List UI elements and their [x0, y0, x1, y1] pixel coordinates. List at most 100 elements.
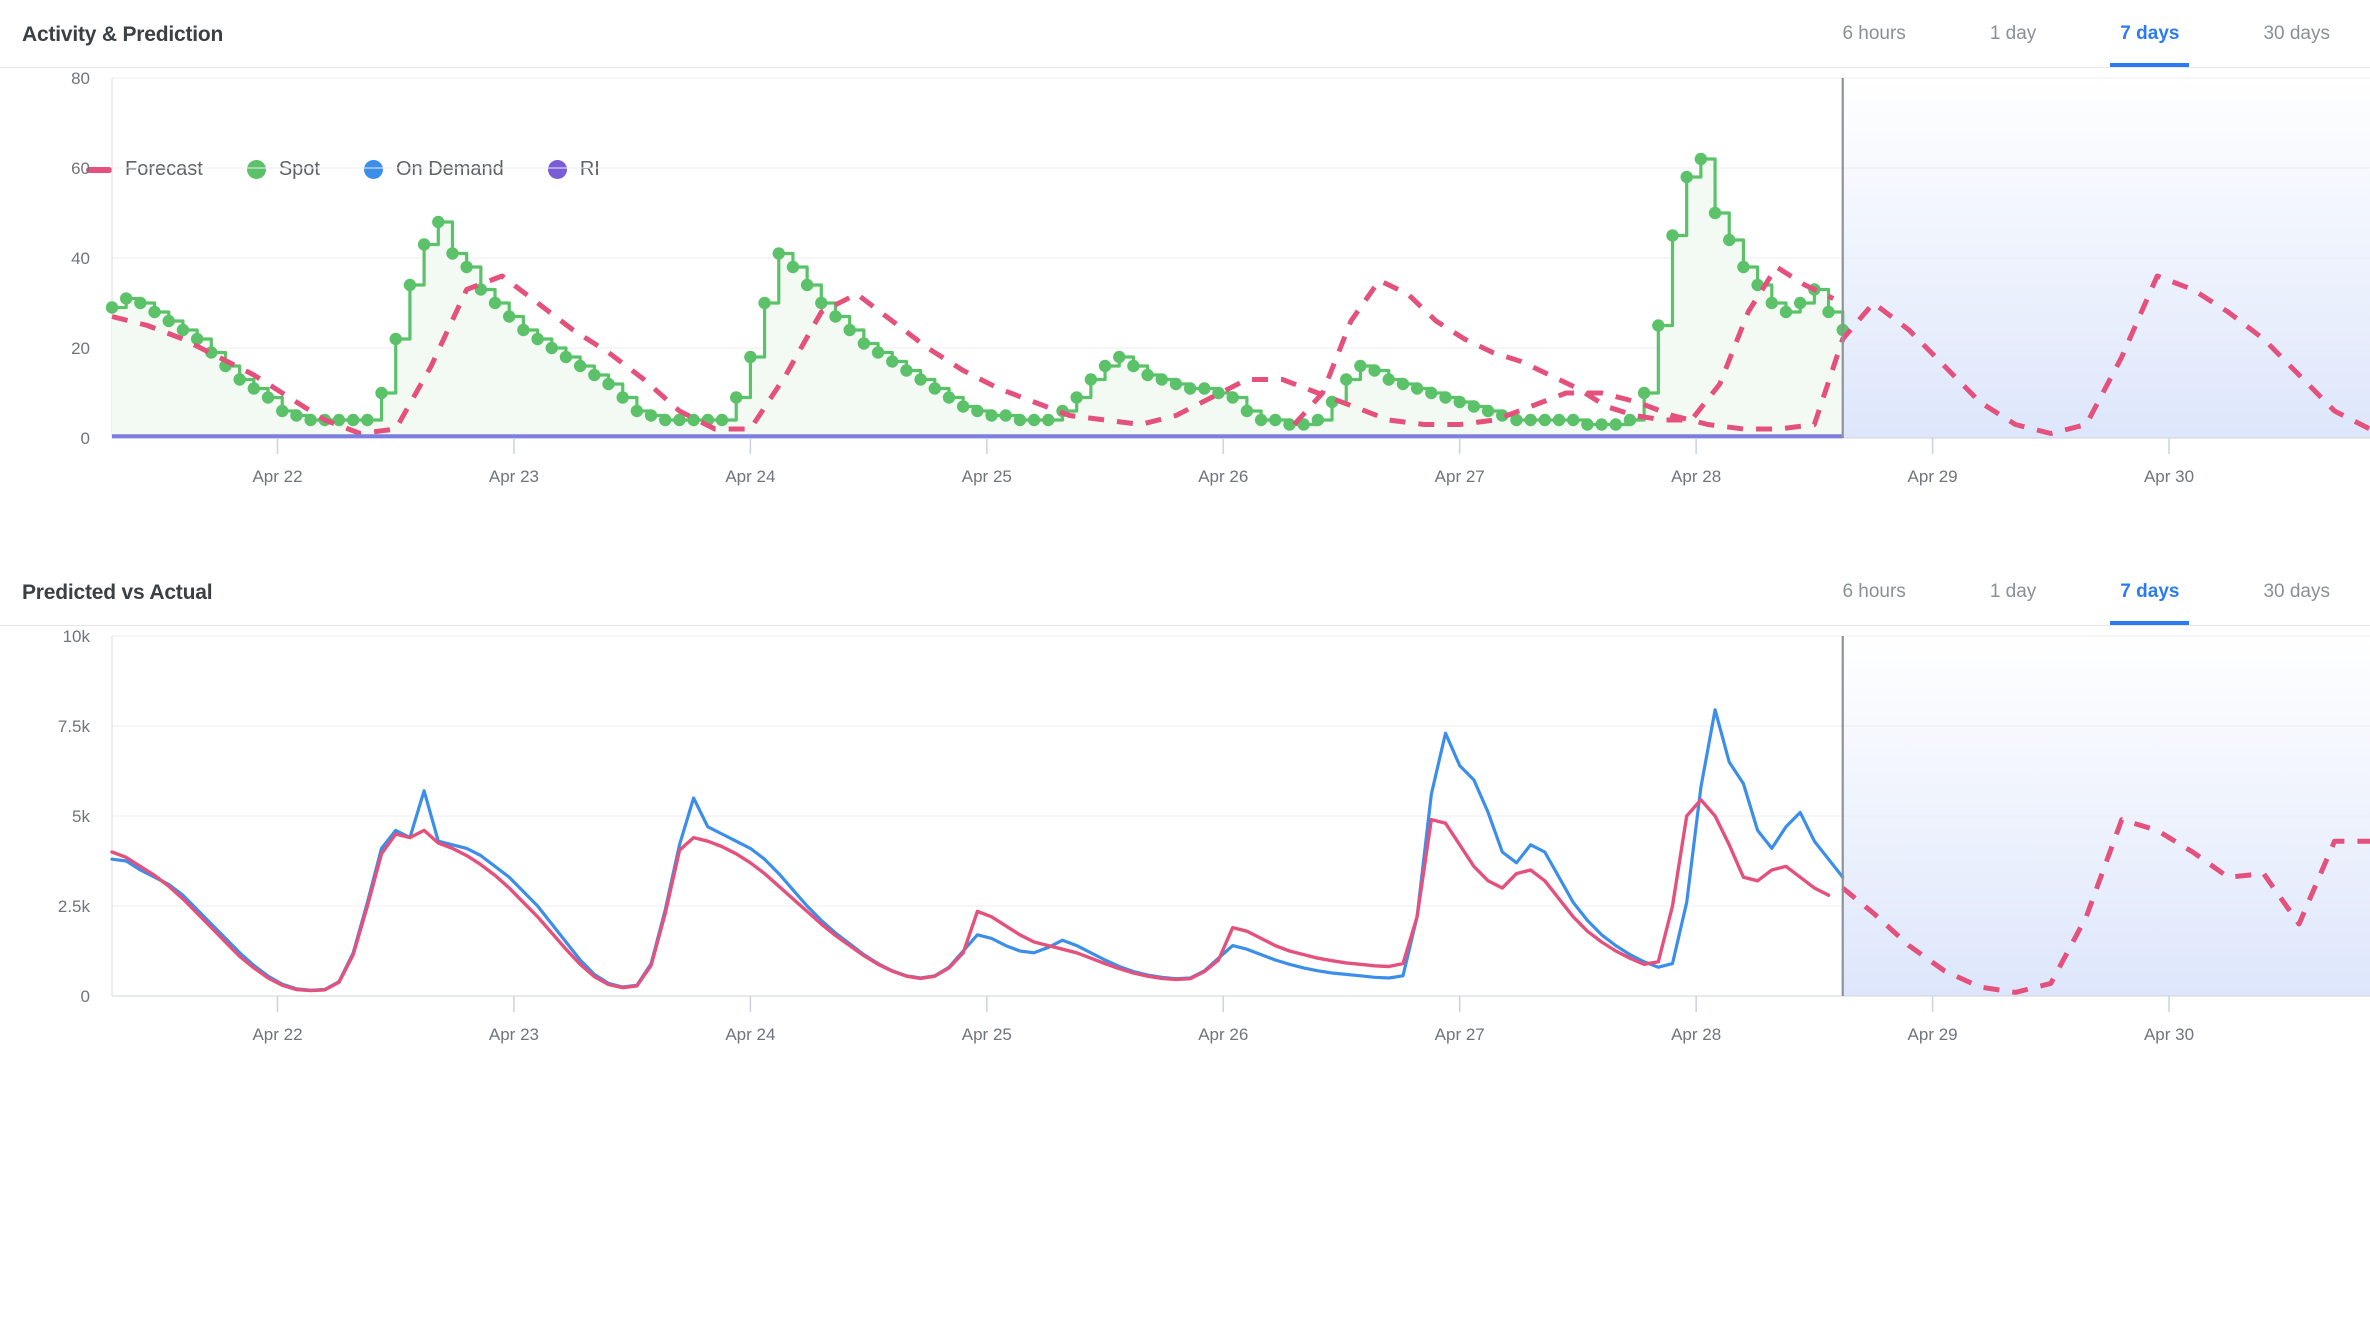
y-axis-tick-label: 60: [71, 159, 90, 178]
series-point-spot: [531, 332, 544, 346]
series-point-spot: [1481, 404, 1495, 418]
series-point-spot: [148, 305, 161, 319]
series-point-spot: [1325, 395, 1339, 409]
series-point-spot: [928, 382, 942, 395]
series-point-spot: [432, 215, 445, 229]
series-point-spot: [1070, 391, 1083, 404]
series-point-spot: [290, 409, 303, 422]
series-point-spot: [730, 391, 743, 404]
series-point-spot: [247, 382, 261, 395]
series-point-spot: [1084, 373, 1098, 386]
series-point-spot: [857, 337, 871, 350]
series-point-spot: [659, 413, 672, 427]
series-point-spot: [1226, 391, 1239, 404]
x-axis-tick-label: Apr 22: [252, 467, 302, 486]
series-point-spot: [815, 296, 828, 310]
tab-30-days[interactable]: 30 days: [2263, 581, 2330, 602]
legend-item-on-demand[interactable]: On Demand: [363, 158, 504, 181]
series-point-spot: [119, 292, 133, 305]
series-point-spot: [687, 413, 700, 427]
series-point-spot: [1212, 386, 1225, 400]
tab-7-days[interactable]: 7 days: [2110, 23, 2190, 67]
chart-predicted-vs-actual[interactable]: 0 2.5k 5k 7.5k 10k Apr 22 Apr 23 Apr 24 Apr 25 Ap…: [0, 626, 2370, 1066]
tab-6-hours[interactable]: 6 hours: [1842, 581, 1906, 602]
y-axis-tick-label: 0: [81, 429, 90, 448]
series-point-spot: [1623, 413, 1637, 427]
series-line-spot: [112, 157, 1845, 427]
series-point-spot: [1113, 350, 1126, 364]
chart-svg[interactable]: 0 20 40 60 80 Apr 22 Apr 23 Apr 24 Apr 25 Apr 26 A…: [0, 68, 2370, 508]
series-point-spot: [503, 310, 516, 323]
series-point-spot: [1637, 386, 1651, 400]
series-point-spot: [1694, 152, 1708, 166]
x-axis-tick-label: Apr 23: [489, 467, 539, 486]
series-point-spot: [1581, 418, 1594, 431]
series-line-total-cpu: [110, 708, 1845, 992]
series-point-spot: [233, 373, 246, 386]
forecast-line-swatch-icon: [86, 166, 112, 173]
ri-dot-swatch-icon: [547, 160, 567, 179]
x-axis-tick-label: Apr 26: [1198, 1025, 1248, 1044]
x-axis-tick-label: Apr 30: [2144, 1025, 2194, 1044]
series-line-predicted-cpu: [110, 798, 1831, 993]
x-axis-tick-label: Apr 25: [962, 467, 1012, 486]
tab-30-days[interactable]: 30 days: [2263, 23, 2330, 44]
series-point-spot: [1793, 296, 1807, 310]
series-point-spot: [1410, 382, 1424, 395]
x-axis-tick-label: Apr 22: [252, 1025, 302, 1044]
series-point-spot: [1155, 373, 1168, 386]
series-line-forecast: [111, 273, 2370, 436]
series-point-spot: [1269, 413, 1282, 427]
timerange-tabs: 6 hours 1 day 7 days 30 days: [1800, 0, 2348, 67]
legend-item-ri[interactable]: RI: [547, 158, 600, 181]
chart-svg[interactable]: 0 2.5k 5k 7.5k 10k Apr 22 Apr 23 Apr 24 Apr 25 Ap…: [0, 626, 2370, 1066]
series-point-spot: [1198, 382, 1211, 395]
series-point-spot: [999, 409, 1012, 422]
series-point-spot: [332, 413, 346, 427]
series-point-spot: [673, 413, 686, 427]
x-axis-tick-label: Apr 28: [1671, 467, 1721, 486]
x-axis-tick-label: Apr 29: [1908, 1025, 1958, 1044]
tab-1-day[interactable]: 1 day: [1989, 581, 2037, 602]
series-point-spot: [630, 404, 644, 418]
series-point-spot: [914, 373, 927, 386]
panel-header: Predicted vs Actual 6 hours 1 day 7 days…: [0, 558, 2370, 626]
series-point-spot: [304, 413, 317, 427]
legend-item-forecast[interactable]: Forecast: [86, 158, 203, 181]
x-axis-tick-label: Apr 29: [1908, 467, 1958, 486]
series-point-spot: [1822, 305, 1835, 319]
x-axis-tick-label: Apr 24: [725, 467, 775, 486]
series-point-spot: [361, 413, 374, 427]
series-point-spot: [1737, 260, 1750, 274]
series-point-spot: [403, 278, 417, 292]
legend-label: Forecast: [125, 158, 203, 180]
tab-7-days[interactable]: 7 days: [2110, 581, 2190, 625]
series-point-spot: [276, 404, 289, 418]
series-point-spot: [886, 355, 899, 368]
tab-6-hours[interactable]: 6 hours: [1842, 23, 1906, 44]
chart-legend: Forecast Spot On Demand RI: [86, 158, 644, 181]
series-point-spot: [616, 391, 629, 404]
series-point-spot: [1396, 377, 1410, 391]
series-point-spot: [1538, 413, 1552, 427]
timerange-tabs: 6 hours 1 day 7 days 30 days: [1800, 558, 2348, 625]
series-point-spot: [190, 332, 204, 346]
series-point-spot: [460, 260, 473, 274]
series-point-spot: [1609, 418, 1622, 431]
series-point-spot: [1467, 400, 1481, 413]
series-point-spot: [545, 341, 558, 355]
y-axis-tick-label: 0: [81, 987, 90, 1006]
series-line-predicted-cpu-forecast: [1841, 817, 2370, 995]
tab-1-day[interactable]: 1 day: [1989, 23, 2037, 44]
series-point-spot: [786, 260, 800, 274]
x-axis-tick-label: Apr 30: [2144, 467, 2194, 486]
panel-activity-prediction: Activity & Prediction 6 hours 1 day 7 da…: [0, 0, 2370, 508]
chart-activity-prediction[interactable]: 0 20 40 60 80 Apr 22 Apr 23 Apr 24 Apr 25 Apr 26 A…: [0, 68, 2370, 508]
series-point-spot: [134, 296, 147, 310]
page-title: Predicted vs Actual: [22, 581, 213, 604]
y-axis-tick-label: 40: [71, 249, 90, 268]
x-axis-tick-label: Apr 24: [725, 1025, 775, 1044]
legend-item-spot[interactable]: Spot: [246, 158, 320, 181]
series-point-spot: [1510, 413, 1523, 427]
series-point-spot: [971, 404, 984, 418]
